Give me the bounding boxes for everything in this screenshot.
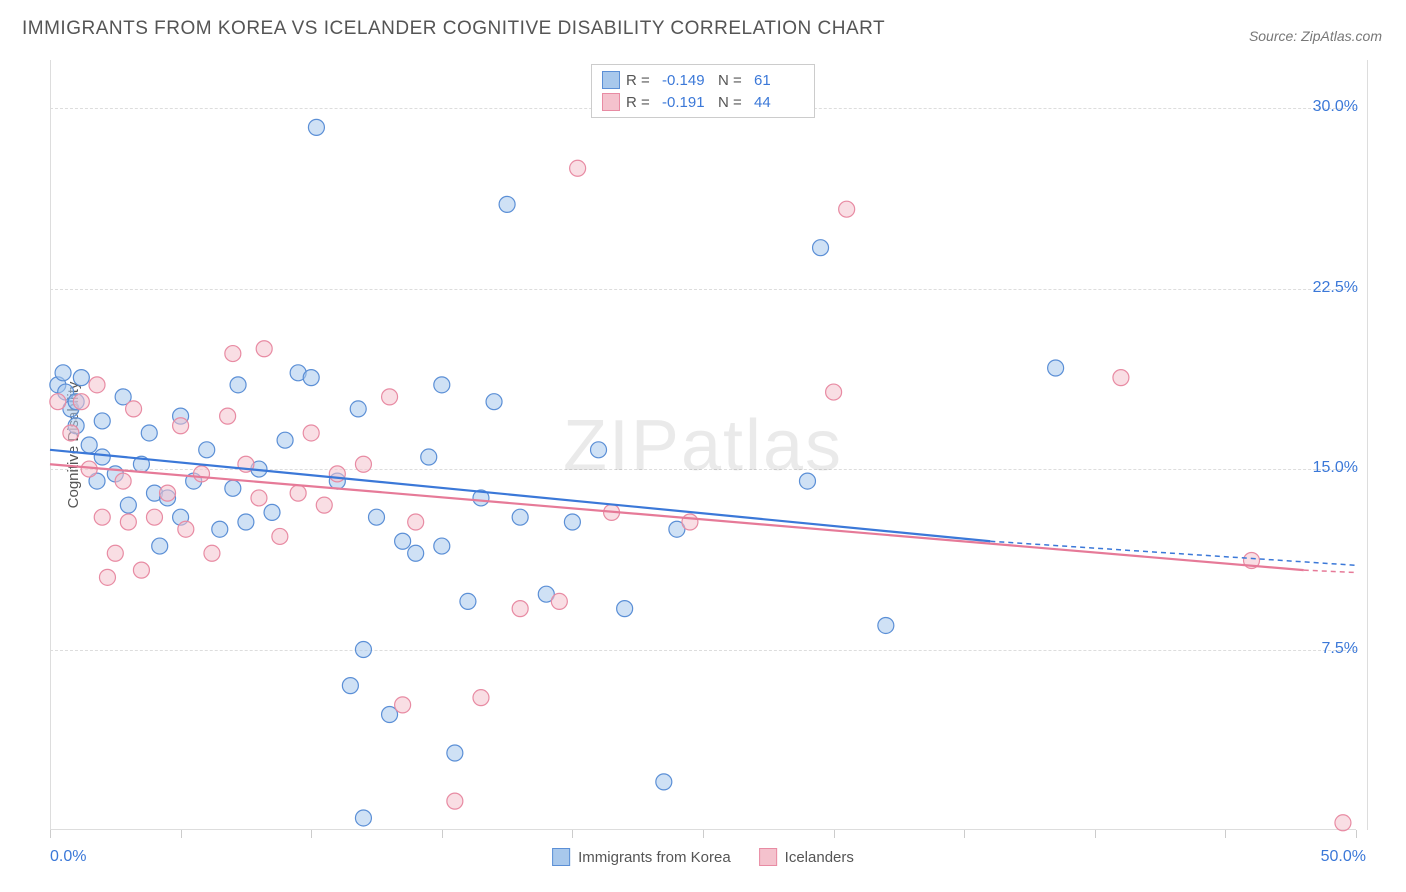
correlation-legend: R =-0.149 N =61 R =-0.191 N =44 [591,64,815,118]
legend-label-0: Immigrants from Korea [578,849,731,866]
legend-item-series-0: Immigrants from Korea [552,848,731,866]
legend-swatch-series-0 [602,71,620,89]
legend-label-1: Icelanders [785,849,854,866]
x-axis-max-label: 50.0% [1321,848,1366,866]
legend-swatch-bottom-0 [552,848,570,866]
legend-swatch-series-1 [602,93,620,111]
series-legend: Immigrants from Korea Icelanders [552,848,854,866]
x-axis-min-label: 0.0% [50,848,86,866]
chart-title: IMMIGRANTS FROM KOREA VS ICELANDER COGNI… [22,18,885,40]
scatter-chart [50,60,1356,830]
plot-right-border [1367,60,1368,830]
legend-row-series-0: R =-0.149 N =61 [602,69,804,91]
legend-item-series-1: Icelanders [759,848,854,866]
source-label: Source: ZipAtlas.com [1249,28,1382,44]
legend-swatch-bottom-1 [759,848,777,866]
legend-row-series-1: R =-0.191 N =44 [602,91,804,113]
